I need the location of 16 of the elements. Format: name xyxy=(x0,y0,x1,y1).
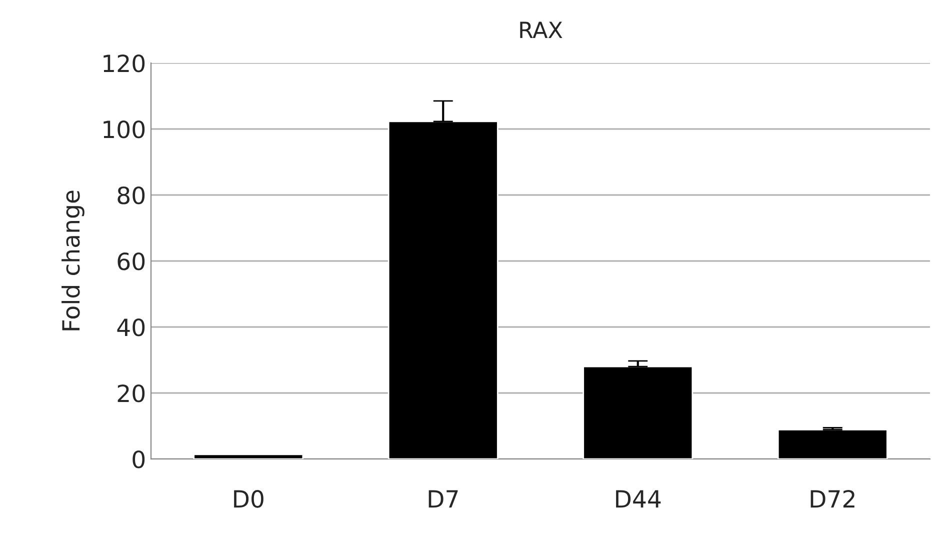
x-tick-label: D44 xyxy=(616,490,661,508)
y-tick-label: 0 xyxy=(132,450,145,468)
x-tick-label: D72 xyxy=(810,490,854,508)
x-tick-label: D7 xyxy=(428,490,458,508)
y-tick-label: 100 xyxy=(104,120,145,138)
chart-title: RAX xyxy=(520,22,562,38)
y-tick-label: 40 xyxy=(117,318,145,336)
y-tick-label: 120 xyxy=(104,54,145,72)
bar xyxy=(777,428,888,459)
y-tick-label: 60 xyxy=(118,252,145,270)
x-tick-label: D0 xyxy=(234,490,264,508)
y-axis-title: Fold change xyxy=(62,190,84,330)
bar xyxy=(582,366,694,459)
y-tick-label: 80 xyxy=(118,186,145,204)
y-tick-label: 20 xyxy=(118,384,145,402)
bar xyxy=(193,454,304,459)
